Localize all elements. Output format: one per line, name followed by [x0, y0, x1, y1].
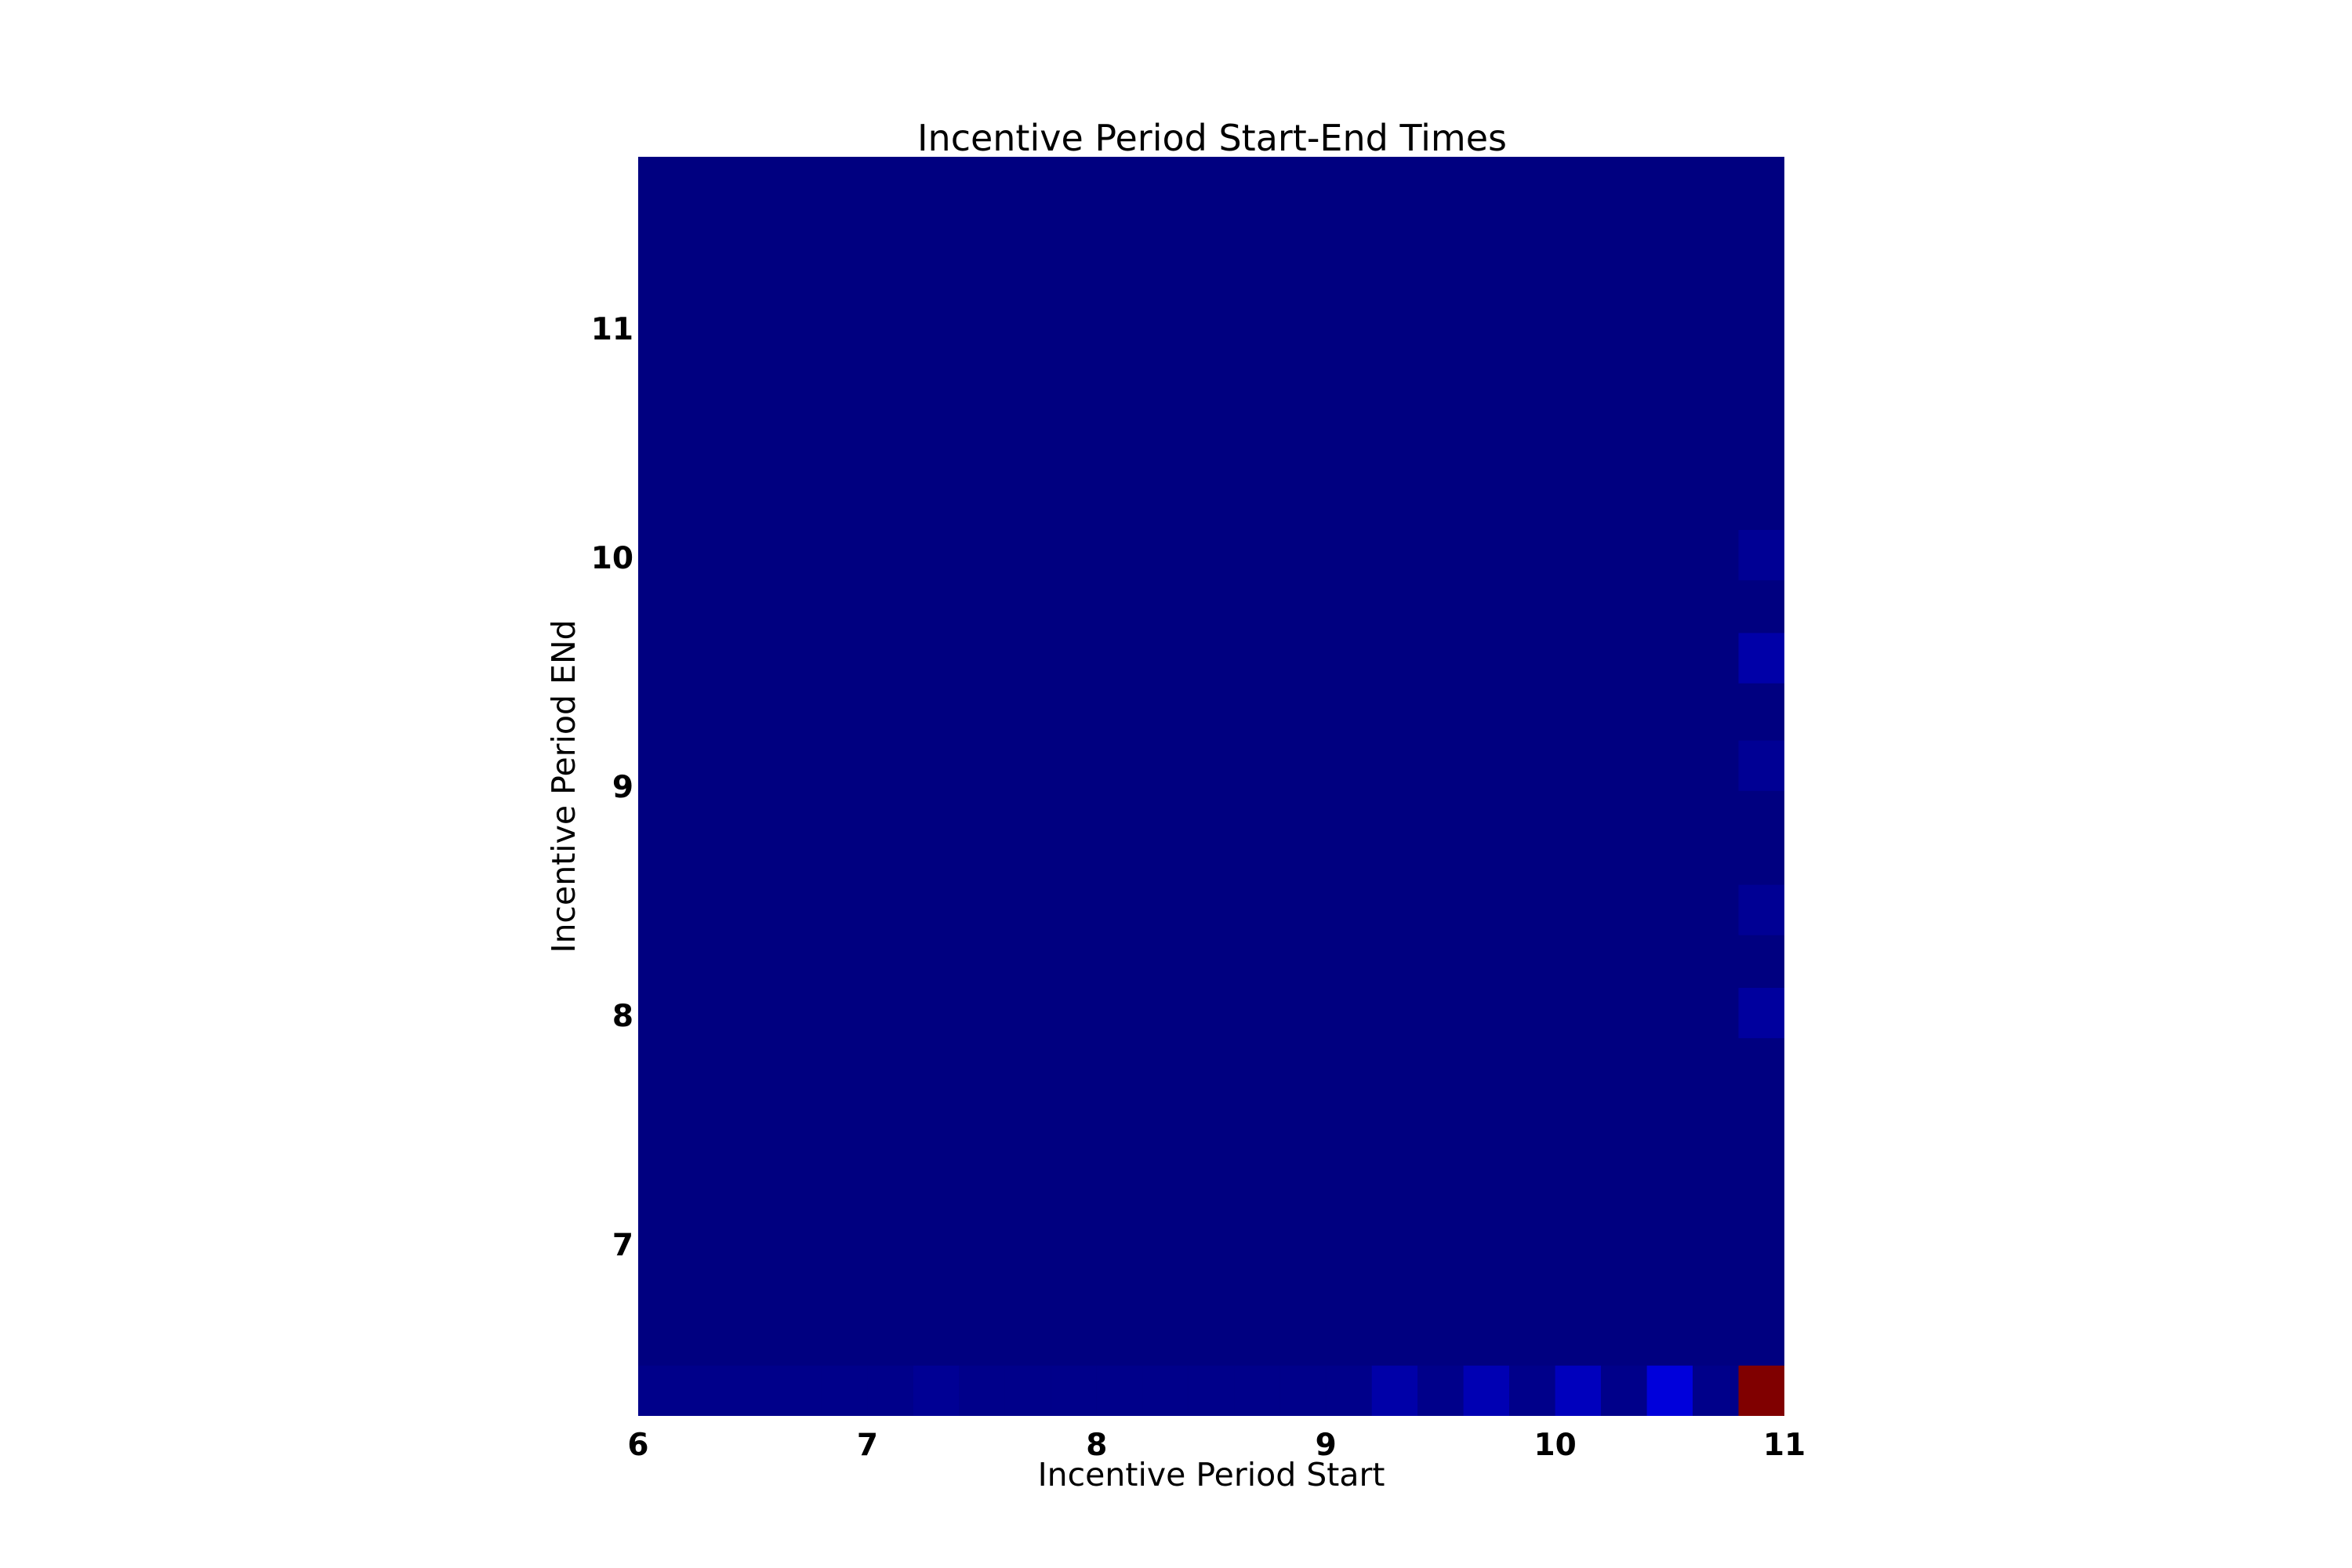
x-tick-label: 7: [857, 1428, 878, 1463]
heatmap-cell-6: [913, 1365, 960, 1416]
heatmap-cell-20: [1555, 1365, 1602, 1416]
heatmap-cell-8: [1004, 1365, 1051, 1416]
heatmap-cell-19: [1509, 1365, 1555, 1416]
x-tick-label: 8: [1086, 1428, 1107, 1463]
chart-title: Incentive Period Start-End Times: [917, 117, 1507, 159]
heatmap-cell-15: [1326, 1365, 1372, 1416]
y-tick-label: 10: [591, 541, 633, 576]
heatmap-cell-13: [1234, 1365, 1280, 1416]
y-tick-label: 9: [612, 770, 633, 805]
y-tick-label: 7: [612, 1228, 633, 1263]
heatmap-cell-10: [1096, 1365, 1143, 1416]
plot-area: [638, 157, 1784, 1416]
x-tick-label: 11: [1763, 1428, 1806, 1463]
heatmap-cell-1: [684, 1365, 730, 1416]
x-axis-label: Incentive Period Start: [1038, 1456, 1385, 1494]
heatmap-cell-27: [1738, 740, 1784, 791]
heatmap-cell-3: [775, 1365, 822, 1416]
heatmap-cell-4: [821, 1365, 868, 1416]
x-axis-ticks: 6 7 8 9 10 11: [627, 1428, 1806, 1463]
heatmap-cell-21: [1601, 1365, 1647, 1416]
heatmap-background: [638, 157, 1784, 1416]
heatmap-cell-14: [1279, 1365, 1327, 1416]
heatmap-cell-16: [1371, 1365, 1418, 1416]
heatmap-cell-0: [638, 1365, 684, 1416]
x-tick-label: 10: [1534, 1428, 1576, 1463]
heatmap-cells: [638, 530, 1784, 1416]
heatmap-cell-9: [1051, 1365, 1097, 1416]
heatmap-cell-24: [1738, 1365, 1784, 1416]
y-axis-ticks: 7 8 9 10 11: [591, 312, 633, 1263]
y-tick-label: 11: [591, 312, 633, 347]
heatmap-cell-26: [1738, 884, 1784, 935]
heatmap-cell-29: [1738, 530, 1784, 581]
heatmap-cell-5: [867, 1365, 913, 1416]
heatmap-cell-11: [1142, 1365, 1189, 1416]
y-tick-label: 8: [612, 999, 633, 1034]
heatmap-cell-12: [1188, 1365, 1235, 1416]
heatmap-cell-23: [1693, 1365, 1739, 1416]
heatmap-cell-17: [1417, 1365, 1464, 1416]
x-tick-label: 9: [1316, 1428, 1337, 1463]
heatmap-cell-28: [1738, 633, 1784, 684]
x-tick-label: 6: [627, 1428, 648, 1463]
heatmap-cell-22: [1646, 1365, 1693, 1416]
heatmap-cell-7: [959, 1365, 1005, 1416]
heatmap-cell-18: [1463, 1365, 1510, 1416]
heatmap-cell-2: [730, 1365, 776, 1416]
y-axis-label: Incentive Period ENd: [545, 619, 583, 953]
heatmap-cell-25: [1738, 988, 1784, 1039]
